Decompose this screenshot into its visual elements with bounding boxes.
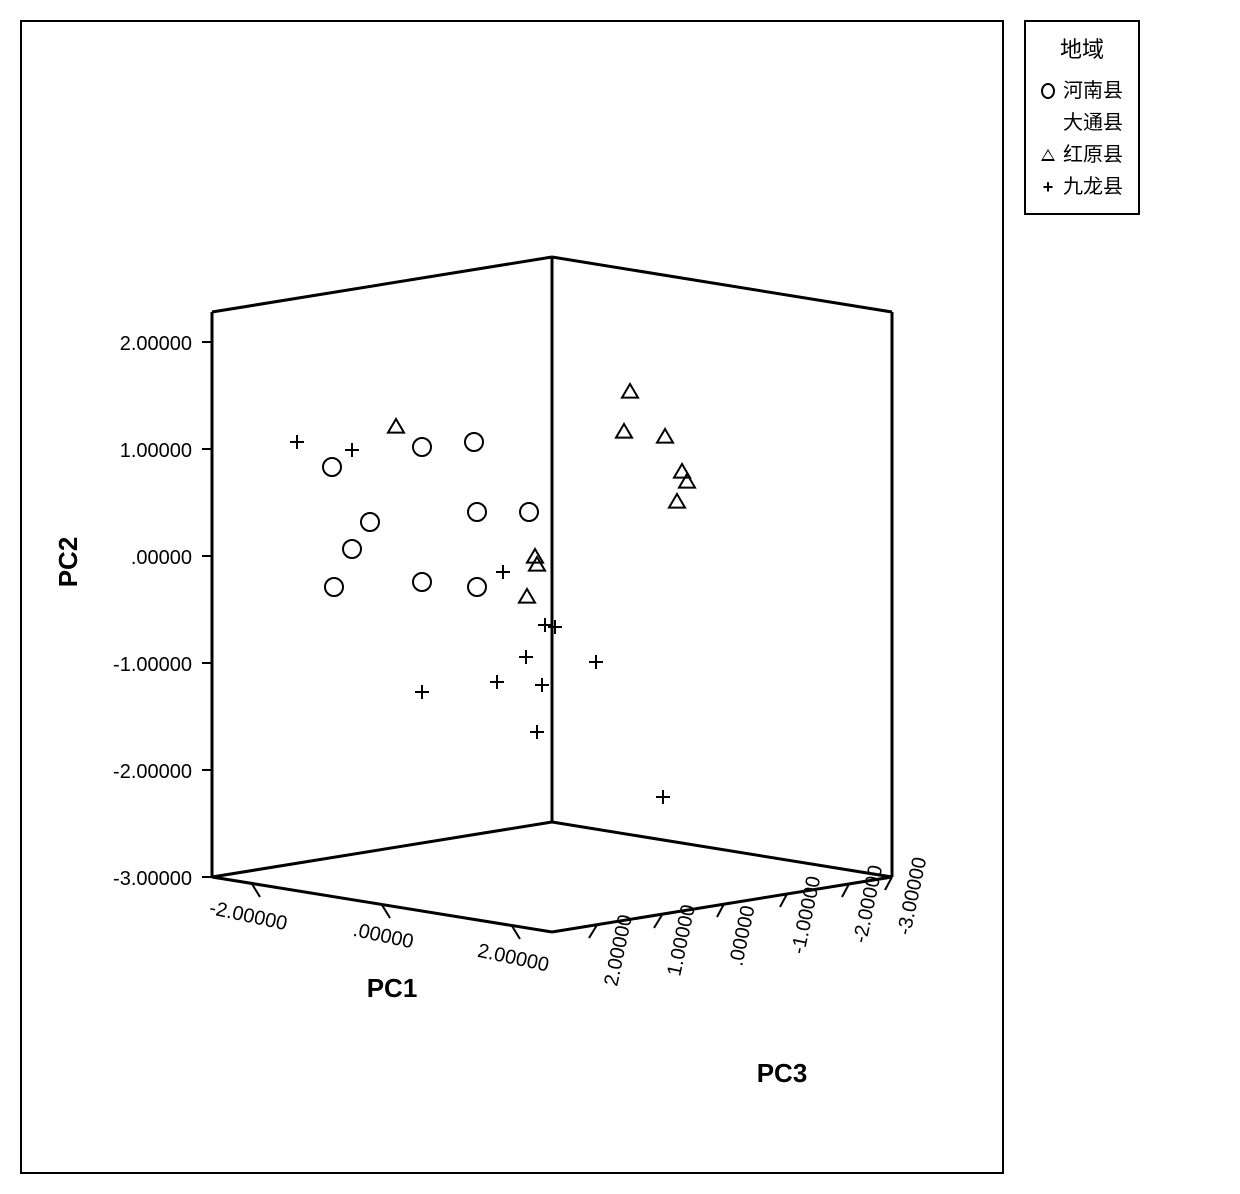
pc1-tick-label: 2.00000 <box>476 940 551 977</box>
cube-wireframe <box>212 257 892 932</box>
data-point-circle <box>361 513 379 531</box>
pc2-tick-label: -3.00000 <box>113 868 192 890</box>
legend-label: 河南县 <box>1063 75 1123 107</box>
pc2-tick-label: 1.00000 <box>120 440 192 462</box>
pc3-tick-label: -3.00000 <box>893 855 931 937</box>
legend-item: 河南县 <box>1041 75 1123 107</box>
data-point-circle <box>468 503 486 521</box>
data-point-triangle <box>679 474 695 488</box>
data-point-plus <box>490 675 504 689</box>
legend-item: 大通县 <box>1041 107 1123 139</box>
data-point-triangle <box>529 557 545 571</box>
data-point-triangle <box>622 384 638 398</box>
data-point-triangle <box>519 589 535 603</box>
data-point-circle <box>323 458 341 476</box>
pc2-tick-label: -1.00000 <box>113 654 192 676</box>
data-point-plus <box>530 725 544 739</box>
data-point-plus <box>656 790 670 804</box>
legend-label: 大通县 <box>1063 107 1123 139</box>
scatter-3d-chart: 2.00000 1.00000 .00000 -1.00000 -2.00000… <box>22 22 1002 1172</box>
data-point-plus <box>496 565 510 579</box>
pc1-tick-label: .00000 <box>351 919 415 953</box>
pc2-tick-label: -2.00000 <box>113 761 192 783</box>
data-point-plus <box>548 620 562 634</box>
chart-container: 2.00000 1.00000 .00000 -1.00000 -2.00000… <box>20 20 1220 1174</box>
circle-icon <box>1041 84 1055 98</box>
legend-item: 九龙县 <box>1041 171 1123 203</box>
pc3-axis-ticks: 2.00000 1.00000 .00000 -1.00000 -2.00000… <box>589 855 931 988</box>
legend-title: 地域 <box>1041 32 1123 67</box>
triangle-icon <box>1041 148 1055 162</box>
data-point-plus <box>345 443 359 457</box>
data-point-triangle <box>657 429 673 443</box>
data-point-triangle <box>388 419 404 433</box>
data-point-circle <box>468 578 486 596</box>
data-point-plus <box>535 678 549 692</box>
data-point-circle <box>520 503 538 521</box>
data-point-circle <box>413 438 431 456</box>
pc2-tick-label: .00000 <box>131 547 192 569</box>
legend-label: 红原县 <box>1063 139 1123 171</box>
chart-frame: 2.00000 1.00000 .00000 -1.00000 -2.00000… <box>20 20 1004 1174</box>
data-point-circle <box>325 578 343 596</box>
pc2-tick-label: 2.00000 <box>120 333 192 355</box>
pc1-axis-ticks: -2.00000 .00000 2.00000 <box>207 884 551 976</box>
data-point-plus <box>415 685 429 699</box>
pc1-tick-label: -2.00000 <box>207 897 289 935</box>
data-point-plus <box>538 618 552 632</box>
legend-label: 九龙县 <box>1063 171 1123 203</box>
data-point-plus <box>290 435 304 449</box>
legend-item: 红原县 <box>1041 139 1123 171</box>
data-point-triangle <box>616 424 632 438</box>
blank-icon <box>1041 116 1055 130</box>
pc3-tick-label: -1.00000 <box>787 874 825 956</box>
data-points <box>290 384 695 804</box>
pc1-axis-label: PC1 <box>367 973 418 1003</box>
pc3-axis-label: PC3 <box>757 1058 808 1088</box>
data-point-triangle <box>669 494 685 508</box>
pc3-tick-label: -2.00000 <box>849 863 887 945</box>
pc2-axis-ticks: 2.00000 1.00000 .00000 -1.00000 -2.00000… <box>113 333 212 890</box>
data-point-circle <box>465 433 483 451</box>
legend: 地域 河南县 大通县 红原县 九龙县 <box>1024 20 1140 215</box>
pc3-tick-label: .00000 <box>725 904 759 968</box>
data-point-plus <box>519 650 533 664</box>
pc2-axis-label: PC2 <box>53 537 83 588</box>
data-point-circle <box>343 540 361 558</box>
data-point-circle <box>413 573 431 591</box>
data-point-plus <box>589 655 603 669</box>
plus-icon <box>1041 180 1055 194</box>
